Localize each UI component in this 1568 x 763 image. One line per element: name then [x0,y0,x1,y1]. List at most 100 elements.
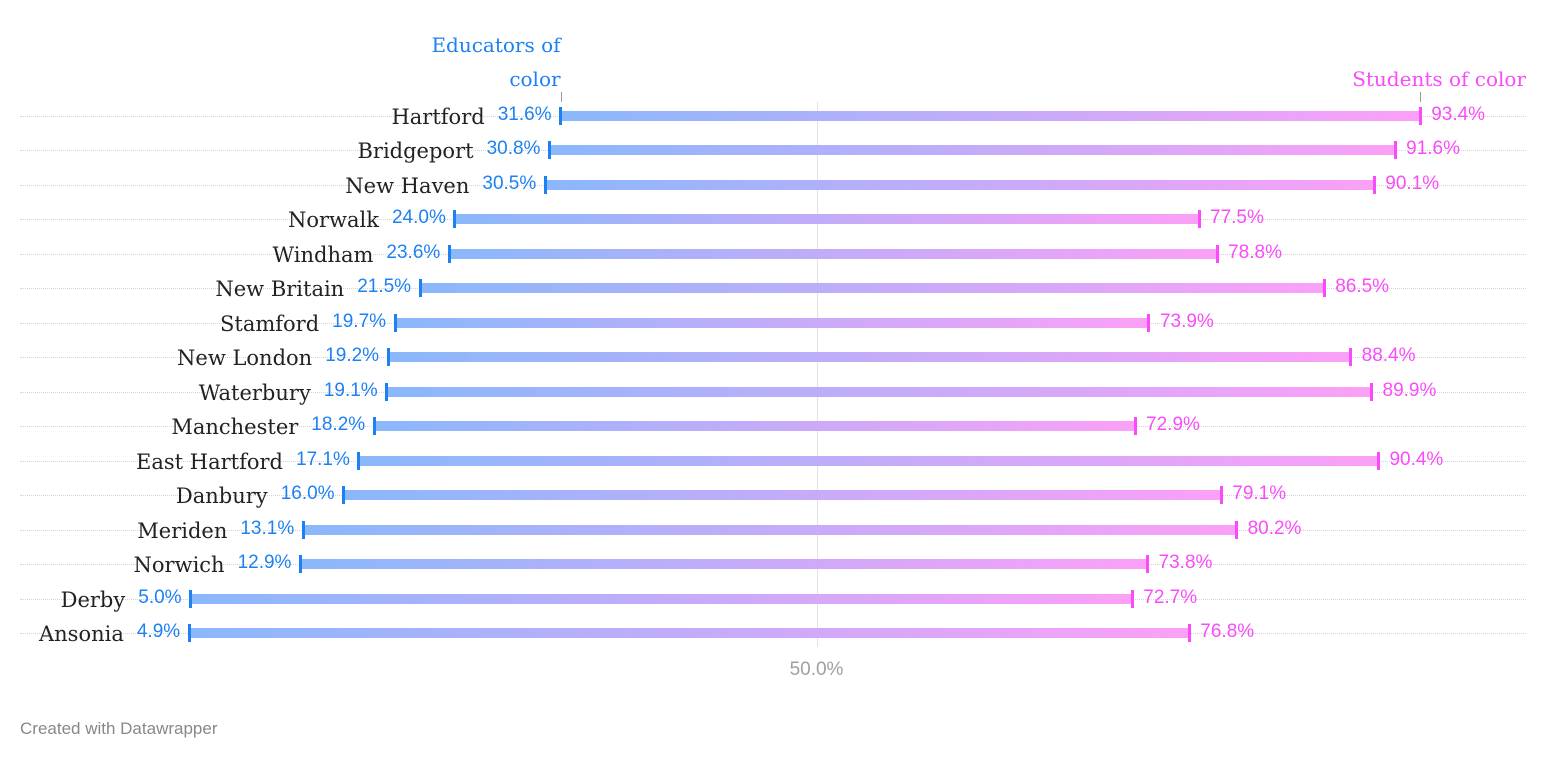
range-bar [189,628,1190,639]
students-marker [1235,520,1239,539]
students-marker [1146,555,1150,574]
range-bar [388,352,1351,363]
range-bar [420,283,1325,294]
educators-marker [357,451,361,470]
city-label: New London [177,346,313,371]
educators-marker [372,417,376,436]
students-value-label: 86.5% [1335,276,1390,298]
educators-marker [386,348,390,367]
students-marker [1370,382,1373,401]
range-bar [300,559,1148,570]
students-marker [1130,589,1134,608]
legend-educators-line2: color [509,67,561,91]
educators-value-label: 16.0% [280,483,335,505]
educators-marker [342,486,346,505]
educators-value-label: 19.1% [323,379,378,401]
students-value-label: 76.8% [1200,621,1255,643]
city-label: Norwich [133,553,225,578]
students-value-label: 72.9% [1146,414,1200,436]
students-marker [1197,210,1201,229]
educators-marker [547,141,551,160]
range-bar [545,179,1375,190]
range-bar [386,386,1372,397]
students-value-label: 72.7% [1143,586,1198,608]
educators-value-label: 24.0% [391,207,446,229]
city-label: Manchester [171,415,299,440]
city-label: Windham [272,242,374,267]
range-bar [374,421,1136,432]
city-label: Meriden [137,518,228,543]
students-marker [1215,244,1219,263]
legend-educators-line1: Educators of [431,33,561,57]
range-bar [560,111,1421,121]
city-label: Derby [60,587,126,612]
students-value-label: 80.2% [1247,517,1302,539]
city-label: East Hartford [136,449,283,474]
educators-marker [447,244,451,263]
students-marker [1187,624,1191,643]
students-value-label: 93.4% [1431,104,1486,125]
students-value-label: 90.4% [1389,448,1444,470]
students-marker [1418,107,1422,125]
students-value-label: 77.5% [1210,207,1264,229]
educators-marker [543,175,547,194]
legend-students-of-color: Students of color [1352,67,1527,91]
gridline-50-percent [817,102,818,648]
range-bar [190,593,1133,604]
students-marker [1349,348,1353,367]
educators-value-label: 13.1% [240,517,295,539]
students-marker [1133,417,1137,436]
legend-educators-pointer [561,92,562,102]
students-marker [1372,175,1376,194]
x-axis-tick-label: 50.0% [789,659,844,680]
students-marker [1393,141,1397,160]
educators-value-label: 12.9% [237,552,292,574]
city-label: New Haven [345,173,470,198]
students-marker [1322,279,1326,298]
students-value-label: 90.1% [1385,172,1440,194]
city-label: Norwalk [287,208,379,233]
educators-marker [559,107,563,125]
range-bar [358,455,1379,466]
city-label: Waterbury [198,380,311,405]
educators-value-label: 23.6% [386,241,441,263]
students-value-label: 88.4% [1361,345,1416,367]
educators-value-label: 5.0% [138,586,182,608]
city-label: Danbury [175,484,268,509]
city-label: Ansonia [38,622,124,647]
educators-value-label: 17.1% [296,448,350,470]
educators-marker [187,624,191,643]
students-marker [1376,451,1380,470]
students-value-label: 78.8% [1228,241,1282,263]
range-bar [549,145,1396,156]
educators-marker [453,210,457,229]
city-label: Hartford [391,105,485,129]
educators-value-label: 30.8% [486,138,541,160]
students-value-label: 79.1% [1232,483,1287,505]
city-label: New Britain [215,277,345,302]
students-value-label: 73.8% [1158,552,1213,574]
range-plot-chart: Educators of color Students of color 31.… [20,28,1527,680]
students-marker [1219,486,1223,505]
educators-marker [418,279,422,298]
city-label: Bridgeport [357,139,474,164]
range-bar [449,248,1218,259]
educators-value-label: 4.9% [136,621,181,643]
students-marker [1147,313,1151,332]
educators-marker [393,313,397,332]
range-bar [454,214,1199,225]
educators-value-label: 31.6% [497,104,552,125]
educators-marker [385,382,389,401]
range-bar [303,524,1237,535]
educators-marker [189,589,193,608]
legend-students-pointer [1420,92,1421,102]
range-bar [343,490,1222,501]
range-bar [395,317,1149,328]
educators-marker [298,555,302,574]
legend-educators-of-color: Educators of color [431,28,560,96]
students-value-label: 73.9% [1159,310,1214,332]
educators-value-label: 30.5% [482,172,537,194]
educators-value-label: 18.2% [311,414,366,436]
students-value-label: 91.6% [1406,138,1461,160]
educators-value-label: 19.7% [332,310,387,332]
